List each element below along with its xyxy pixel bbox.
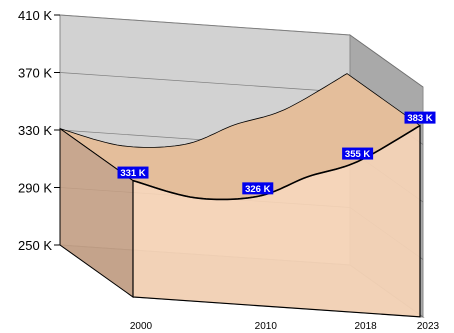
x-tick-label: 2000: [130, 321, 153, 332]
y-tick-label: 250 K: [18, 238, 52, 253]
area-series: [59, 73, 421, 318]
x-tick-label: 2023: [417, 321, 440, 332]
y-tick-label: 370 K: [18, 66, 52, 81]
data-label-text: 326 K: [245, 184, 270, 195]
y-tick-label: 330 K: [18, 123, 52, 138]
x-tick-label: 2010: [255, 321, 278, 332]
data-label: 326 K: [242, 182, 274, 195]
data-label: 331 K: [117, 166, 149, 179]
data-label: 355 K: [342, 147, 374, 160]
data-labels: 331 K 326 K 355 K 383 K: [117, 111, 436, 195]
data-label-box: [404, 111, 436, 124]
gridline-back: [59, 72, 351, 93]
y-tick-label: 290 K: [18, 181, 52, 196]
data-label-box: [342, 147, 374, 160]
gridline-back: [59, 14, 351, 36]
data-label-text: 355 K: [345, 149, 370, 160]
data-label-text: 383 K: [407, 113, 432, 124]
data-label-box: [242, 182, 274, 195]
data-label-box: [117, 166, 149, 179]
y-tick-label: 410 K: [18, 8, 52, 23]
gridline-side: [349, 34, 424, 88]
axis-labels: 250 K 290 K 330 K 370 K 410 K 2000 2010 2018 202…: [18, 8, 440, 332]
x-tick-label: 2018: [354, 321, 377, 332]
data-label-text: 331 K: [120, 168, 145, 179]
data-label: 383 K: [404, 111, 436, 124]
